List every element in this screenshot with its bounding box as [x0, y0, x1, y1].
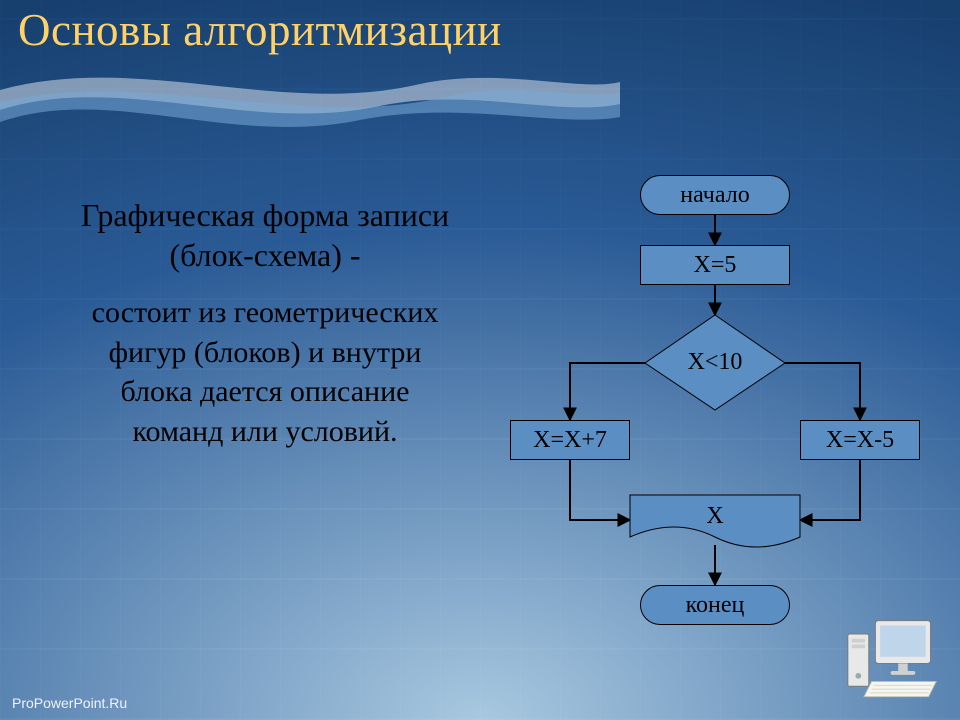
node-branch-left-label: X=X+7 [533, 427, 607, 454]
node-condition-label: X<10 [688, 349, 743, 376]
computer-icon [845, 615, 940, 700]
node-condition: X<10 [645, 315, 785, 410]
title-underline-wave [0, 62, 620, 142]
slide: Основы алгоритмизации Графическая форма … [0, 0, 960, 720]
left-heading: Графическая форма записи (блок-схема) - [80, 195, 450, 275]
node-branch-left: X=X+7 [510, 420, 630, 460]
node-assign-label: X=5 [694, 252, 737, 279]
page-title: Основы алгоритмизации [18, 4, 502, 56]
node-output-label: X [706, 503, 723, 530]
node-start: начало [640, 175, 790, 215]
node-assign: X=5 [640, 245, 790, 285]
node-output: X [630, 491, 800, 541]
node-start-label: начало [680, 182, 749, 209]
left-body: состоит из геометрических фигур (блоков)… [80, 293, 450, 451]
node-end-label: конец [686, 592, 745, 619]
node-branch-right: X=X-5 [800, 420, 920, 460]
left-text-block: Графическая форма записи (блок-схема) - … [80, 195, 450, 451]
node-end: конец [640, 585, 790, 625]
watermark: ProPowerPoint.Ru [12, 695, 127, 711]
node-branch-right-label: X=X-5 [826, 427, 894, 454]
